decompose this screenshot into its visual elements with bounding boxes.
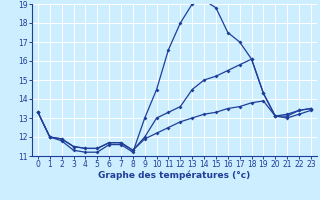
- X-axis label: Graphe des températures (°c): Graphe des températures (°c): [98, 171, 251, 180]
